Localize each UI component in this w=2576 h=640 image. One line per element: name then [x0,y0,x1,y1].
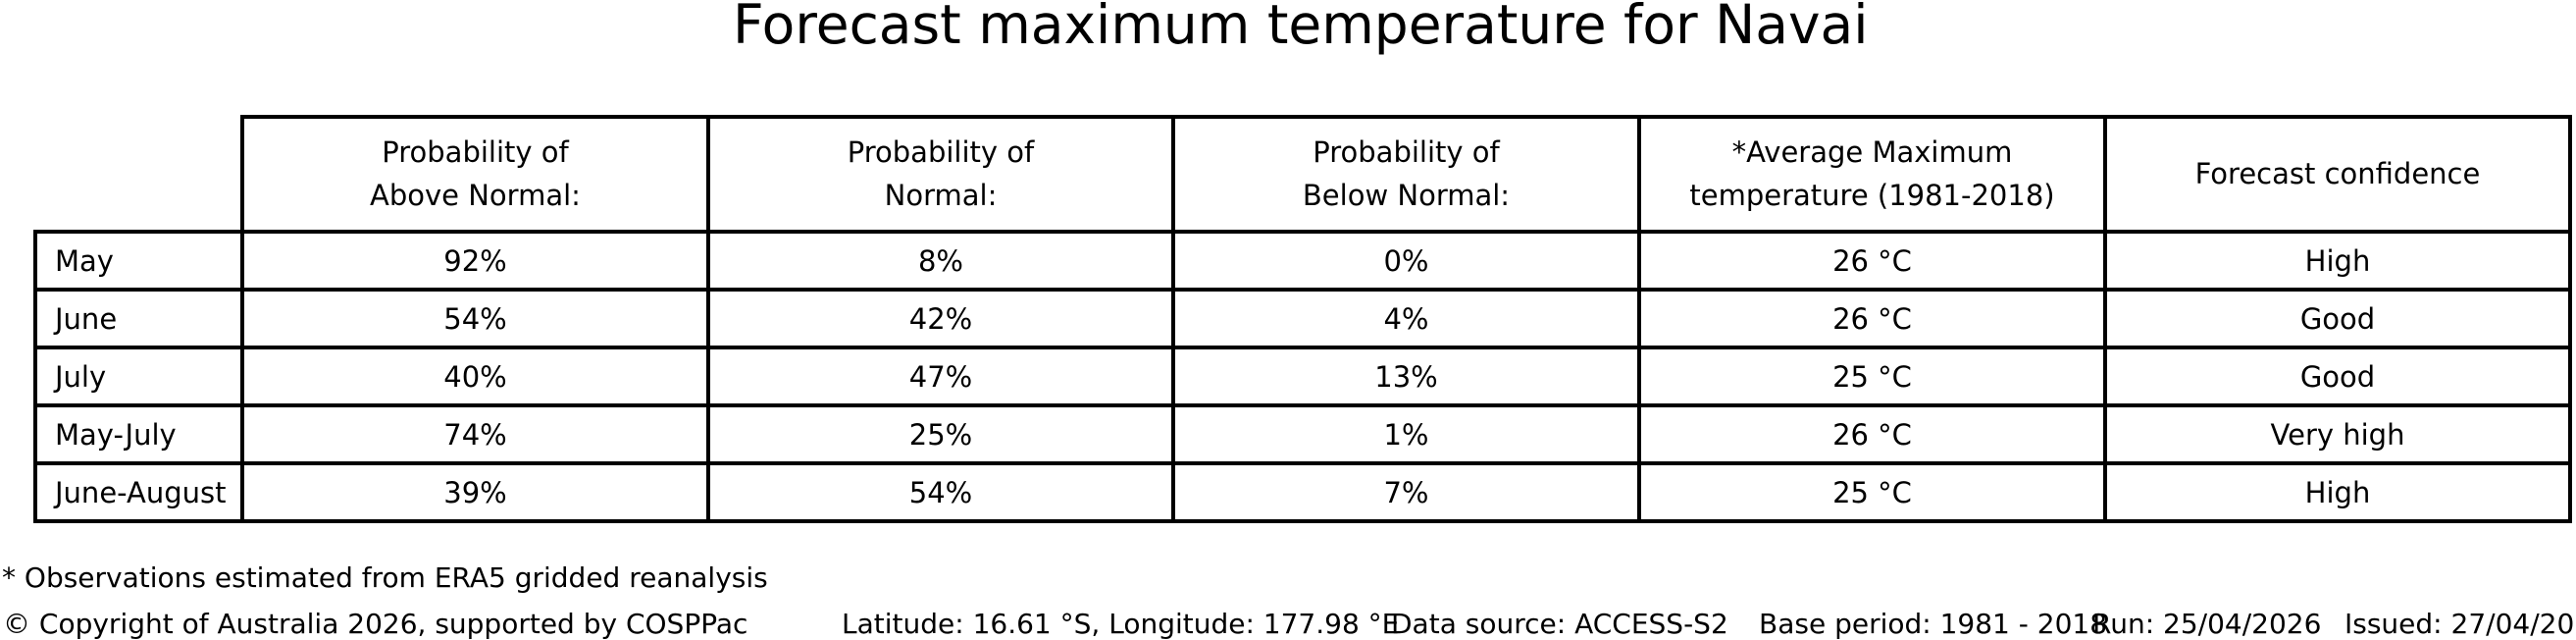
table-header-row: Probability of Above Normal: Probability… [35,115,2572,234]
above-normal-value: 74% [240,403,710,465]
header-below-normal: Probability of Below Normal: [1171,115,1641,234]
table-corner-cell [35,117,242,232]
period-label: May [33,230,244,292]
average-max-temp-value: 25 °C [1637,346,2107,407]
issued-date-text: Issued: 27/04/2026 [2344,608,2576,640]
table-row-june-august: June-August 39% 54% 7% 25 °C High [33,461,2572,523]
period-label: July [33,346,244,407]
below-normal-value: 4% [1171,288,1641,349]
base-period-text: Base period: 1981 - 2018 [1759,608,2108,640]
above-normal-value: 92% [240,230,710,292]
period-label: June-August [33,461,244,523]
confidence-value: High [2103,230,2572,292]
run-date-text: Run: 25/04/2026 [2092,608,2322,640]
above-normal-value: 40% [240,346,710,407]
period-label: June [33,288,244,349]
normal-value: 8% [706,230,1175,292]
below-normal-value: 13% [1171,346,1641,407]
average-max-temp-value: 26 °C [1637,230,2107,292]
header-average-max-temp: *Average Maximum temperature (1981-2018) [1637,115,2107,234]
normal-value: 25% [706,403,1175,465]
table-row-june: June 54% 42% 4% 26 °C Good [33,288,2572,349]
above-normal-value: 39% [240,461,710,523]
confidence-value: Good [2103,288,2572,349]
average-max-temp-value: 26 °C [1637,288,2107,349]
above-normal-value: 54% [240,288,710,349]
confidence-value: Very high [2103,403,2572,465]
confidence-value: Good [2103,346,2572,407]
header-forecast-confidence: Forecast confidence [2103,115,2572,234]
below-normal-value: 7% [1171,461,1641,523]
table-row-may-july: May-July 74% 25% 1% 26 °C Very high [33,403,2572,465]
table-row-may: May 92% 8% 0% 26 °C High [33,230,2572,292]
table-row-july: July 40% 47% 13% 25 °C Good [33,346,2572,407]
header-above-normal: Probability of Above Normal: [240,115,710,234]
copyright-text: © Copyright of Australia 2026, supported… [3,608,748,640]
normal-value: 42% [706,288,1175,349]
average-max-temp-value: 26 °C [1637,403,2107,465]
page-title: Forecast maximum temperature for Navai [733,0,1869,56]
below-normal-value: 1% [1171,403,1641,465]
observations-footnote: * Observations estimated from ERA5 gridd… [2,561,768,594]
normal-value: 54% [706,461,1175,523]
confidence-value: High [2103,461,2572,523]
forecast-table: Probability of Above Normal: Probability… [33,115,2572,523]
location-text: Latitude: 16.61 °S, Longitude: 177.98 °E [842,608,1400,640]
header-normal: Probability of Normal: [706,115,1175,234]
average-max-temp-value: 25 °C [1637,461,2107,523]
normal-value: 47% [706,346,1175,407]
period-label: May-July [33,403,244,465]
below-normal-value: 0% [1171,230,1641,292]
data-source-text: Data source: ACCESS-S2 [1391,608,1728,640]
